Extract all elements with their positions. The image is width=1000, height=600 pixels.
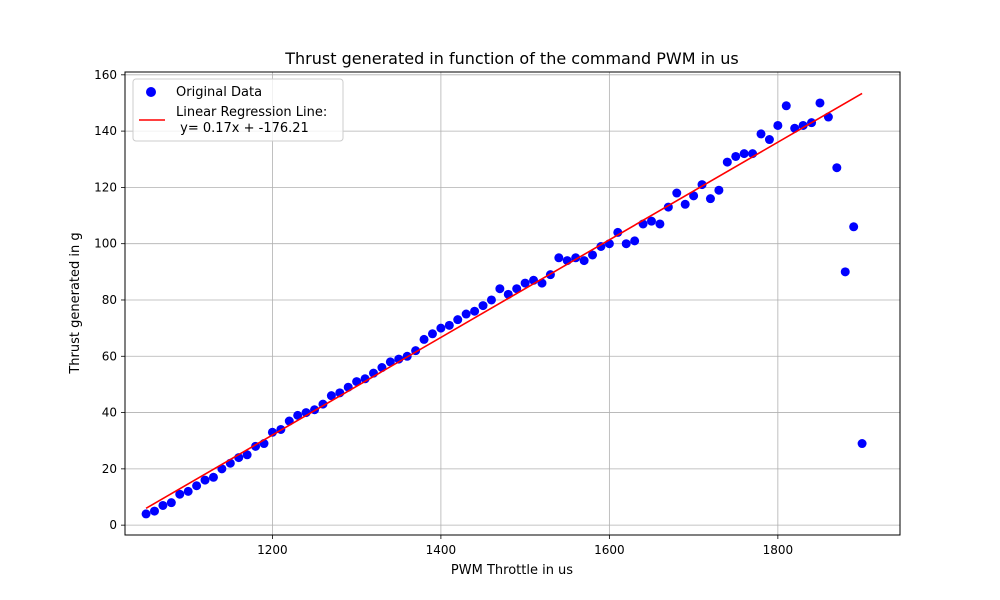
data-point [731,151,741,161]
y-axis-label: Thrust generated in g [68,232,83,374]
chart-title: Thrust generated in function of the comm… [284,49,738,68]
data-point [470,306,480,316]
data-point [175,489,185,499]
data-point [478,301,488,311]
data-point [832,163,842,173]
data-point [815,98,825,108]
y-tick-label: 160 [94,68,117,82]
data-point [158,500,168,510]
data-point [293,410,303,420]
data-point [756,129,766,139]
data-point [242,450,252,460]
legend-label-original-data: Original Data [176,85,262,100]
data-point [192,481,202,491]
data-point [149,506,159,516]
data-point [385,357,395,367]
data-point [352,377,362,387]
y-tick-label: 60 [102,349,117,363]
data-point [554,253,564,263]
data-point [646,216,656,226]
legend-box [132,78,344,142]
data-point [141,509,151,519]
x-tick-label: 1200 [257,543,288,557]
data-point [453,315,463,325]
data-point [764,135,774,145]
data-point [427,329,437,339]
data-point [798,120,808,130]
ticks: 1200 1400 1600 1800 0 20 40 60 80 100 120 140 160 [94,68,793,557]
data-point [857,439,867,449]
data-point [208,472,218,482]
data-point [714,185,724,195]
y-tick-label: 80 [102,293,117,307]
y-tick-label: 100 [94,237,117,251]
data-point [773,120,783,130]
legend-label-regression-line-1: Linear Regression Line: [176,105,327,120]
y-tick-label: 120 [94,180,117,194]
legend-label-regression-line-2: y= 0.17x + -176.21 [176,121,309,136]
grid [125,72,900,535]
data-point [722,157,732,167]
data-point [461,309,471,319]
data-point [849,222,859,232]
data-point [781,101,791,111]
data-point [613,227,623,237]
data-point [689,191,699,201]
x-axis-label: PWM Throttle in us [451,563,573,578]
data-point [183,486,193,496]
data-point [486,295,496,305]
data-point [200,475,210,485]
data-point [512,284,522,294]
data-point [166,498,176,508]
x-tick-label: 1800 [763,543,794,557]
y-tick-label: 140 [94,124,117,138]
data-point [419,334,429,344]
data-point [739,149,749,159]
plot-data [141,92,867,519]
x-tick-label: 1400 [426,543,457,557]
data-point [520,278,530,288]
y-tick-label: 0 [109,518,117,532]
data-point [495,284,505,294]
data-point [655,219,665,229]
data-point [217,464,227,474]
data-point [436,323,446,333]
x-tick-label: 1600 [594,543,625,557]
y-tick-label: 20 [102,462,117,476]
legend: Original Data Linear Regression Line: y=… [132,78,344,142]
data-point [588,250,598,260]
data-point [840,267,850,277]
data-point [360,374,370,384]
data-point [444,320,454,330]
plot-frame [124,71,901,536]
data-point [672,188,682,198]
y-tick-label: 40 [102,406,117,420]
data-point [680,199,690,209]
data-point [579,256,589,266]
data-point [705,194,715,204]
data-point [326,391,336,401]
regression-line [145,92,863,509]
legend-marker-original-data [146,87,156,97]
data-point [630,236,640,246]
data-point [621,239,631,249]
